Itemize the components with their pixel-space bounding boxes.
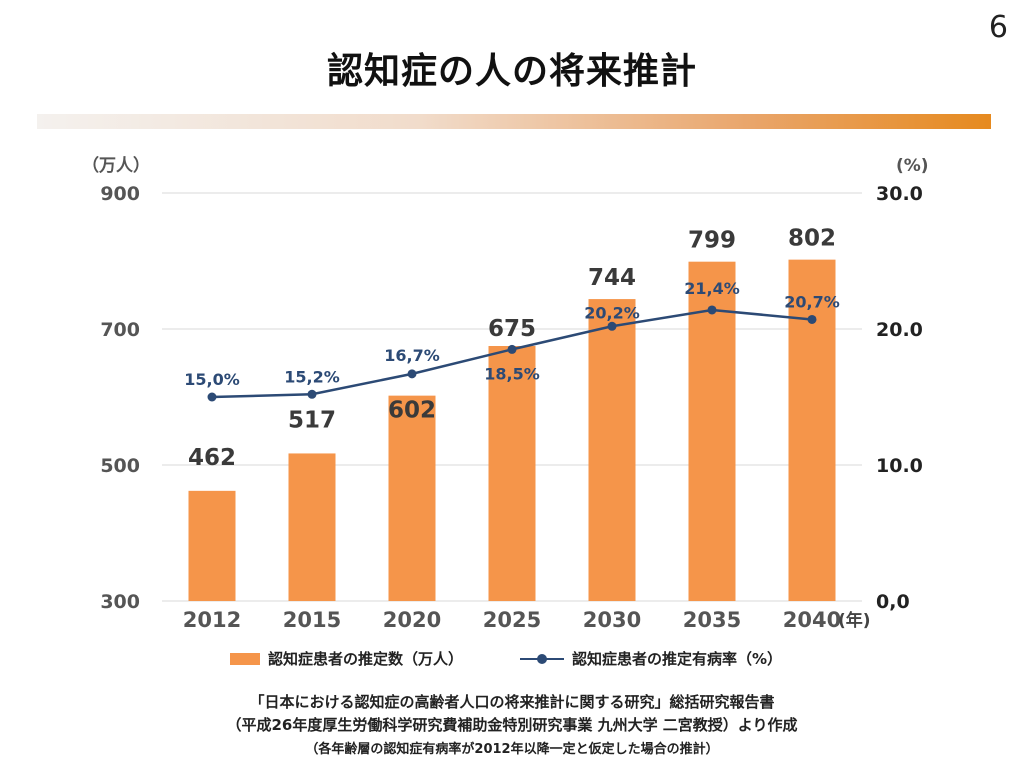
bar-value-label-2040: 802: [788, 226, 836, 252]
y-right-tick-label: 10.0: [876, 455, 923, 477]
bar-value-label-2025: 675: [488, 316, 536, 342]
bar-2020: [388, 395, 436, 601]
y-left-tick-label: 300: [100, 591, 140, 613]
source-line-3: （各年齢層の認知症有病率が2012年以降一定と仮定した場合の推計）: [305, 742, 719, 757]
page-title: 認知症の人の将来推計: [326, 51, 697, 92]
bar-value-label-2015: 517: [288, 407, 336, 433]
y-left-tick-label: 700: [100, 319, 140, 341]
y-right-unit-label: (%): [896, 156, 929, 176]
prevalence-label-2015: 15,2%: [284, 367, 340, 386]
x-tick-label-2025: 2025: [483, 608, 541, 632]
prevalence-point-2020: [407, 369, 417, 379]
chart-legend: 認知症患者の推定数（万人） 認知症患者の推定有病率（%）: [0, 648, 1024, 672]
prevalence-point-2040: [807, 314, 817, 324]
x-tick-label-2040: 2040: [783, 608, 841, 632]
x-tick-label-2015: 2015: [283, 608, 341, 632]
prevalence-label-2030: 20,2%: [584, 303, 640, 322]
page-number: 6: [988, 10, 1008, 45]
legend-item-line: 認知症患者の推定有病率（%）: [520, 648, 782, 669]
source-line-2: （平成26年度厚生労働科学研究費補助金特別研究事業 九州大学 二宮教授）より作成: [226, 716, 798, 734]
prevalence-point-2015: [307, 389, 317, 399]
legend-label-line: 認知症患者の推定有病率（%）: [572, 650, 783, 668]
prevalence-point-2025: [507, 344, 517, 354]
prevalence-label-2025: 18,5%: [484, 364, 540, 383]
y-right-tick-label: 30.0: [876, 183, 923, 205]
prevalence-label-2035: 21,4%: [684, 279, 740, 298]
dementia-projection-chart: 300 500 700 900 （万人） 0,0 10.0 20.0 30.0 (%) 462 517…: [82, 155, 929, 632]
y-right-tick-label: 0,0: [876, 591, 910, 613]
bar-2035: [688, 261, 736, 601]
x-tick-label-2012: 2012: [183, 608, 241, 632]
prevalence-label-2040: 20,7%: [784, 292, 840, 311]
prevalence-point-2012: [207, 392, 217, 402]
y-right-tick-label: 20.0: [876, 319, 923, 341]
x-tick-label-2020: 2020: [383, 608, 441, 632]
bar-value-label-2020: 602: [388, 398, 436, 424]
bar-2012: [188, 490, 236, 601]
x-axis-label: (年): [838, 610, 871, 631]
bar-value-label-2030: 744: [588, 265, 636, 291]
bar-value-label-2035: 799: [688, 228, 736, 254]
legend-label-bar: 認知症患者の推定数（万人）: [268, 650, 464, 668]
bar-2030: [588, 299, 636, 601]
y-left-unit-label: （万人）: [82, 155, 150, 176]
bar-2015: [288, 453, 336, 601]
y-left-tick-label: 500: [100, 455, 140, 477]
prevalence-label-2012: 15,0%: [184, 370, 240, 389]
prevalence-label-2020: 16,7%: [384, 346, 440, 365]
x-tick-label-2030: 2030: [583, 608, 641, 632]
title-gradient-rule: [37, 114, 991, 129]
prevalence-point-2030: [607, 321, 617, 331]
bar-2025: [488, 346, 536, 601]
bar-value-label-2012: 462: [188, 445, 236, 471]
source-line-1: 「日本における認知症の高齢者人口の将来推計に関する研究」総括研究報告書: [249, 693, 775, 711]
legend-item-bar: 認知症患者の推定数（万人）: [230, 648, 463, 669]
prevalence-point-2035: [707, 305, 717, 315]
legend-bar-swatch: [230, 652, 260, 665]
y-left-tick-label: 900: [100, 183, 140, 205]
legend-line-swatch: [520, 653, 564, 665]
x-tick-label-2035: 2035: [683, 608, 741, 632]
